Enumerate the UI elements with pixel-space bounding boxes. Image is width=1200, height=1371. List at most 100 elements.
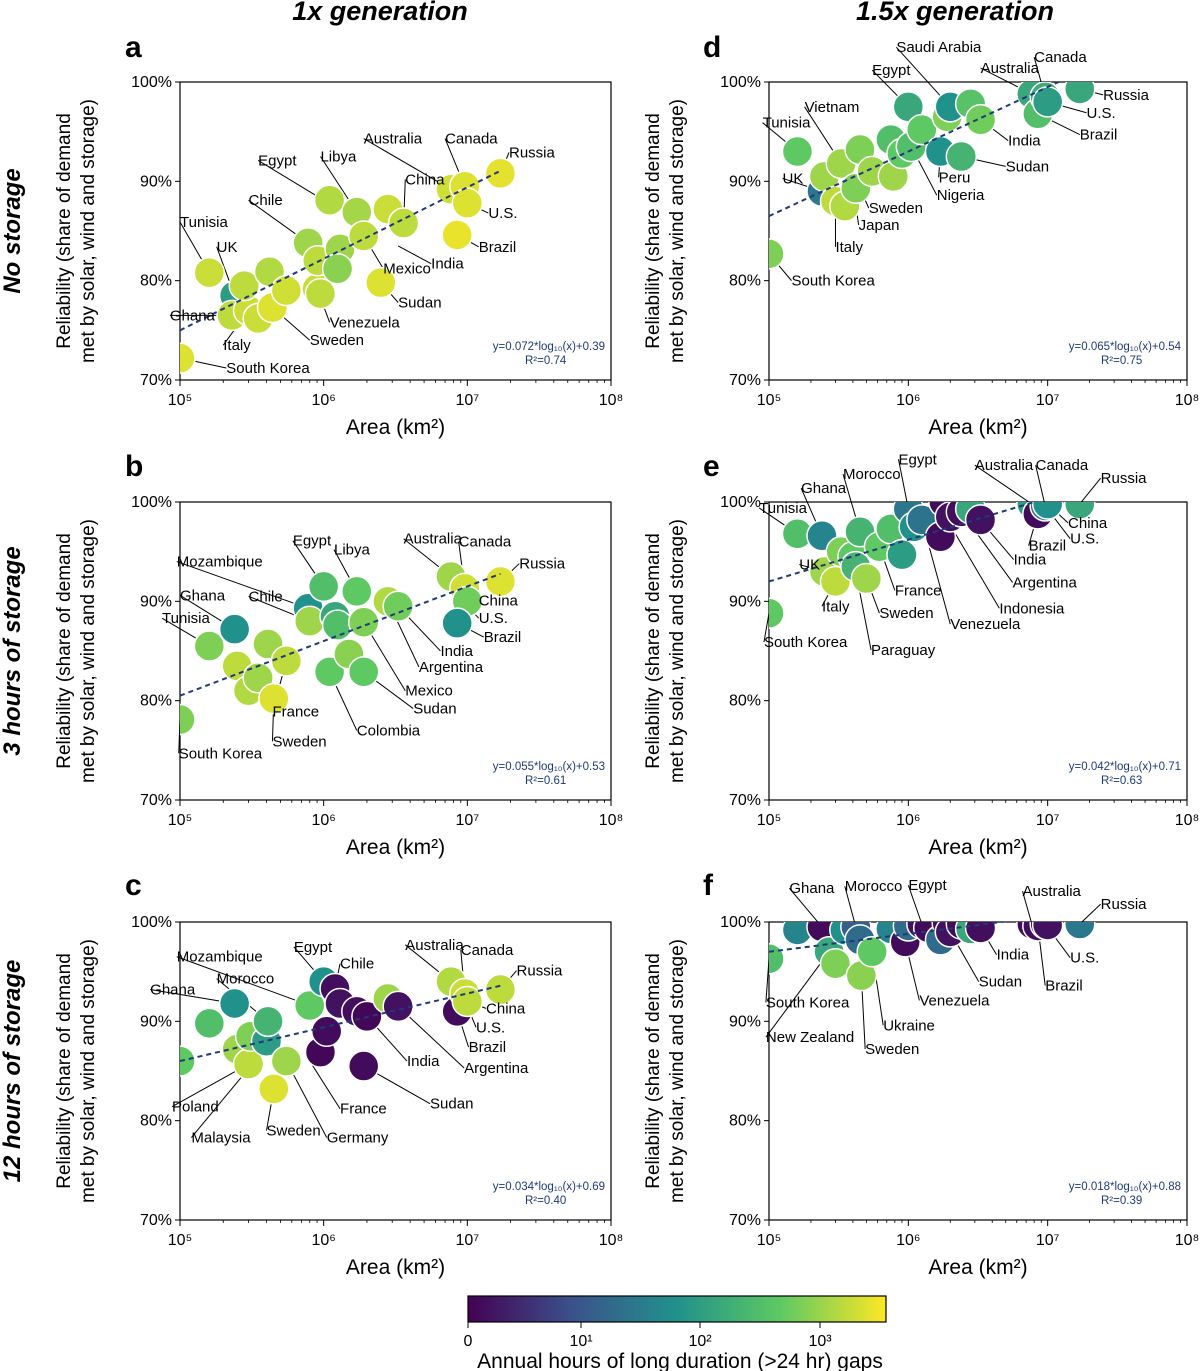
data-point — [349, 221, 379, 251]
figure: 1x generation 1.5x generation No storage… — [0, 0, 1200, 1371]
data-point — [323, 254, 353, 284]
y-tick-label: 100% — [131, 914, 172, 931]
y-axis-label-line2: met by solar, wind and storage) — [667, 99, 688, 363]
country-label: Tunisia — [162, 610, 210, 627]
y-tick-label: 90% — [140, 593, 172, 610]
country-label: Sudan — [1006, 158, 1049, 175]
country-label: Australia — [364, 131, 423, 148]
country-label: Brazil — [484, 629, 522, 646]
colorbar-tick-100: 10² — [688, 1333, 712, 1350]
y-tick-label: 100% — [720, 74, 761, 91]
y-tick-label: 80% — [729, 693, 761, 710]
row-title-12h-storage: 12 hours of storage — [0, 960, 26, 1183]
country-label: Chile — [340, 956, 374, 973]
column-title-1-5x: 1.5x generation — [856, 0, 1054, 26]
country-label: Malaysia — [191, 1130, 251, 1147]
country-label: Italy — [822, 598, 850, 615]
country-label: U.S. — [1070, 950, 1099, 967]
data-point — [389, 208, 419, 238]
country-label: Venezuela — [950, 616, 1021, 633]
country-label: India — [407, 1053, 440, 1070]
country-label: Sudan — [430, 1096, 473, 1113]
country-label: India — [431, 256, 464, 273]
x-tick-label: 10⁷ — [1036, 392, 1060, 409]
data-point — [1065, 74, 1095, 104]
country-label: Ghana — [180, 587, 226, 604]
y-tick-label: 70% — [140, 1212, 172, 1229]
x-axis-label: Area (km²) — [346, 836, 445, 859]
data-point — [442, 608, 472, 638]
country-labels: GhanaTunisiaMoroccoEgypt Australia CanadaR… — [759, 451, 1147, 659]
y-axis-label-line2: met by solar, wind and storage) — [78, 519, 99, 783]
y-tick-label: 90% — [729, 1013, 761, 1030]
x-axis-label: Area (km²) — [928, 416, 1027, 439]
y-tick-label: 100% — [131, 494, 172, 511]
column-title-1x: 1x generation — [292, 0, 468, 26]
panels: a 70% 80% 90% 100% 10⁵ 10⁶ 10⁷ 10⁸ Area (km²) Reli… — [54, 31, 1199, 1279]
panel-letter: c — [125, 869, 142, 902]
x-tick-label: 10⁵ — [168, 392, 192, 409]
country-label: Japan — [859, 217, 900, 234]
y-tick-label: 100% — [720, 914, 761, 931]
country-label: Australia — [975, 457, 1034, 474]
panel-letter: e — [703, 450, 720, 483]
fit-r-squared: R²=0.74 — [525, 355, 567, 367]
country-label: Canada — [1036, 457, 1089, 474]
panel-e: e70%80%90%100%10⁵ 10⁶ 10⁷ 10⁸Area (km²)Reli… — [643, 450, 1199, 859]
country-label: France — [272, 704, 319, 721]
country-labels: Ghana Mozambique Morocco Egypt Chile Australi… — [150, 937, 563, 1147]
data-point — [194, 631, 224, 661]
country-label: Russia — [509, 144, 556, 161]
data-point — [1033, 910, 1063, 940]
x-tick-label: 10⁸ — [599, 392, 624, 409]
data-point — [782, 137, 812, 167]
country-label: South Korea — [791, 273, 875, 290]
data-point — [851, 563, 881, 593]
leader-line — [1080, 904, 1101, 924]
y-axis-label-line1: Reliability (share of demand — [643, 113, 664, 349]
country-label: UK — [799, 557, 820, 574]
x-tick-label: 10⁵ — [757, 392, 781, 409]
country-label: Australia — [404, 531, 463, 548]
country-label: Canada — [1034, 49, 1087, 66]
x-tick-label: 10⁸ — [1175, 812, 1200, 829]
data-point — [259, 1074, 289, 1104]
country-label: Canada — [459, 534, 512, 551]
x-tick-label: 10⁷ — [456, 392, 480, 409]
country-label: Indonesia — [999, 600, 1065, 617]
data-point — [312, 1016, 342, 1046]
country-label: Sweden — [879, 605, 933, 622]
data-point — [349, 657, 379, 687]
x-tick-label: 10⁶ — [311, 812, 335, 829]
country-label: Russia — [519, 556, 566, 573]
data-point — [966, 505, 996, 535]
country-label: Libya — [320, 148, 357, 165]
y-tick-label: 90% — [140, 1013, 172, 1030]
fit-equation: y=0.034*log₁₀(x)+0.69 — [493, 1181, 605, 1193]
y-tick-label: 100% — [720, 494, 761, 511]
leader-line — [310, 1061, 340, 1109]
x-tick-label: 10⁷ — [1036, 1232, 1060, 1249]
x-tick-label: 10⁶ — [896, 1232, 920, 1249]
y-axis-label-line2: met by solar, wind and storage) — [78, 99, 99, 363]
country-label: Nigeria — [937, 187, 985, 204]
x-tick-label: 10⁵ — [757, 812, 781, 829]
x-tick-label: 10⁷ — [456, 1232, 480, 1249]
country-label: Egypt — [293, 533, 332, 550]
y-axis-label-line1: Reliability (share of demand — [54, 953, 75, 1189]
country-label: Morocco — [845, 878, 903, 895]
country-label: Vietnam — [805, 99, 860, 116]
country-label: Russia — [1101, 470, 1148, 487]
data-point — [194, 258, 224, 288]
country-label: India — [1014, 552, 1047, 569]
fit-equation: y=0.042*log₁₀(x)+0.71 — [1069, 761, 1181, 773]
country-label: Tunisia — [759, 500, 807, 517]
country-label: Sudan — [413, 701, 456, 718]
country-label: Ghana — [170, 307, 216, 324]
colorbar-label: Annual hours of long duration (>24 hr) g… — [477, 1350, 883, 1371]
country-label: Venezuela — [919, 992, 990, 1009]
country-label: China — [1068, 515, 1108, 532]
country-label: South Korea — [764, 634, 848, 651]
x-tick-label: 10⁶ — [896, 812, 920, 829]
data-point — [271, 1046, 301, 1076]
